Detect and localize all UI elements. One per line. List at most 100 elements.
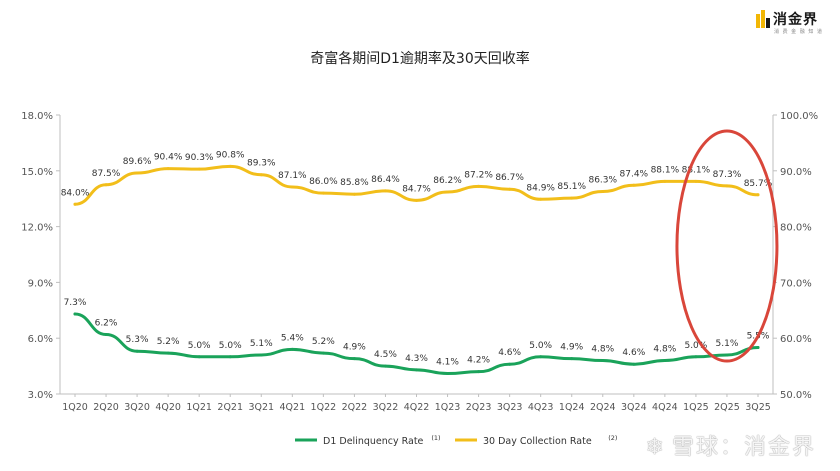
data-point	[135, 171, 139, 175]
y-right-tick-label: 50.0%	[780, 390, 812, 401]
data-label: 88.1%	[651, 165, 680, 175]
x-tick-label: 1Q22	[311, 402, 337, 413]
data-point	[570, 357, 574, 361]
data-label: 84.7%	[402, 184, 431, 194]
y-right-tick-label: 80.0%	[780, 223, 812, 234]
data-point	[135, 349, 139, 353]
data-point	[166, 351, 170, 355]
data-label: 87.3%	[713, 170, 742, 180]
data-label: 5.2%	[157, 337, 180, 347]
y-left-tick-label: 15.0%	[21, 167, 53, 178]
data-point	[601, 189, 605, 193]
data-label: 4.6%	[498, 348, 521, 358]
data-point	[663, 359, 667, 363]
data-label: 4.8%	[591, 345, 614, 355]
data-label: 87.1%	[278, 171, 307, 181]
data-point	[321, 191, 325, 195]
data-point	[477, 184, 481, 188]
x-tick-label: 3Q21	[248, 402, 274, 413]
data-label: 90.8%	[216, 150, 245, 160]
watermark-text: 雪球：消金界	[671, 435, 816, 460]
data-label: 5.3%	[126, 335, 149, 345]
data-point	[539, 197, 543, 201]
data-label: 7.3%	[64, 298, 87, 308]
data-label: 86.7%	[495, 173, 524, 183]
legend-label: 30 Day Collection Rate	[483, 436, 592, 447]
data-point	[694, 179, 698, 183]
annotation-ellipse	[675, 129, 779, 363]
data-point	[725, 184, 729, 188]
data-label: 87.2%	[464, 170, 493, 180]
data-label: 5.2%	[312, 337, 335, 347]
data-label: 86.4%	[371, 175, 400, 185]
x-tick-label: 2Q20	[93, 402, 119, 413]
data-point	[228, 355, 232, 359]
data-label: 5.1%	[250, 339, 273, 349]
data-label: 84.9%	[526, 183, 555, 193]
data-point	[446, 372, 450, 376]
x-tick-label: 3Q24	[621, 402, 647, 413]
data-label: 90.4%	[154, 153, 183, 163]
data-point	[632, 183, 636, 187]
x-tick-label: 3Q23	[497, 402, 523, 413]
data-point	[539, 355, 543, 359]
x-tick-label: 2Q25	[714, 402, 740, 413]
legend-label: D1 Delinquency Rate	[323, 436, 424, 447]
watermark: ❄ 雪球：消金界	[646, 429, 816, 461]
x-tick-label: 1Q24	[559, 402, 585, 413]
data-label: 6.2%	[95, 318, 118, 328]
data-label: 87.4%	[620, 169, 649, 179]
x-tick-label: 2Q22	[342, 402, 368, 413]
data-point	[694, 355, 698, 359]
y-left-tick-label: 9.0%	[28, 278, 53, 289]
chart-title: 奇富各期间D1逾期率及30天回收率	[310, 51, 530, 67]
data-label: 89.3%	[247, 159, 276, 169]
data-label: 5.0%	[219, 341, 242, 351]
data-label: 87.5%	[92, 169, 121, 179]
data-label: 86.3%	[588, 175, 617, 185]
x-tick-label: 4Q22	[404, 402, 430, 413]
data-point	[383, 189, 387, 193]
data-label: 4.5%	[374, 350, 397, 360]
data-point	[166, 167, 170, 171]
x-tick-label: 2Q24	[590, 402, 616, 413]
data-label: 4.8%	[653, 345, 676, 355]
data-label: 85.1%	[557, 182, 586, 192]
data-point	[259, 173, 263, 177]
data-label: 89.6%	[123, 157, 152, 167]
data-point	[104, 332, 108, 336]
data-point	[415, 368, 418, 372]
x-tick-label: 4Q20	[155, 402, 181, 413]
y-right-tick-label: 60.0%	[780, 334, 812, 345]
x-tick-label: 3Q25	[745, 402, 771, 413]
data-label: 84.0%	[61, 188, 90, 198]
bars-logo-icon	[756, 10, 770, 28]
legend-footnote: (2)	[608, 434, 617, 442]
data-point	[197, 167, 201, 171]
data-label: 4.6%	[622, 348, 645, 358]
x-tick-label: 4Q21	[280, 402, 306, 413]
data-point	[663, 179, 667, 183]
data-point	[197, 355, 201, 359]
data-label: 5.1%	[716, 339, 739, 349]
data-label: 88.1%	[682, 165, 711, 175]
data-label: 4.3%	[405, 354, 428, 364]
x-tick-label: 3Q22	[373, 402, 399, 413]
data-point	[508, 362, 512, 366]
x-tick-label: 2Q21	[217, 402, 243, 413]
data-label: 86.2%	[433, 176, 462, 186]
data-point	[446, 190, 450, 194]
data-label: 5.4%	[281, 333, 304, 343]
x-tick-label: 3Q20	[124, 402, 150, 413]
data-label: 4.1%	[436, 358, 459, 368]
x-tick-label: 2Q23	[466, 402, 492, 413]
data-point	[383, 364, 387, 368]
y-right-tick-label: 90.0%	[780, 167, 812, 178]
y-right-tick-label: 100.0%	[780, 111, 818, 122]
data-point	[756, 346, 760, 349]
x-tick-label: 1Q23	[435, 402, 461, 413]
data-label: 5.0%	[188, 341, 211, 351]
logo-name: 消金界	[773, 12, 818, 28]
data-point	[725, 353, 729, 357]
